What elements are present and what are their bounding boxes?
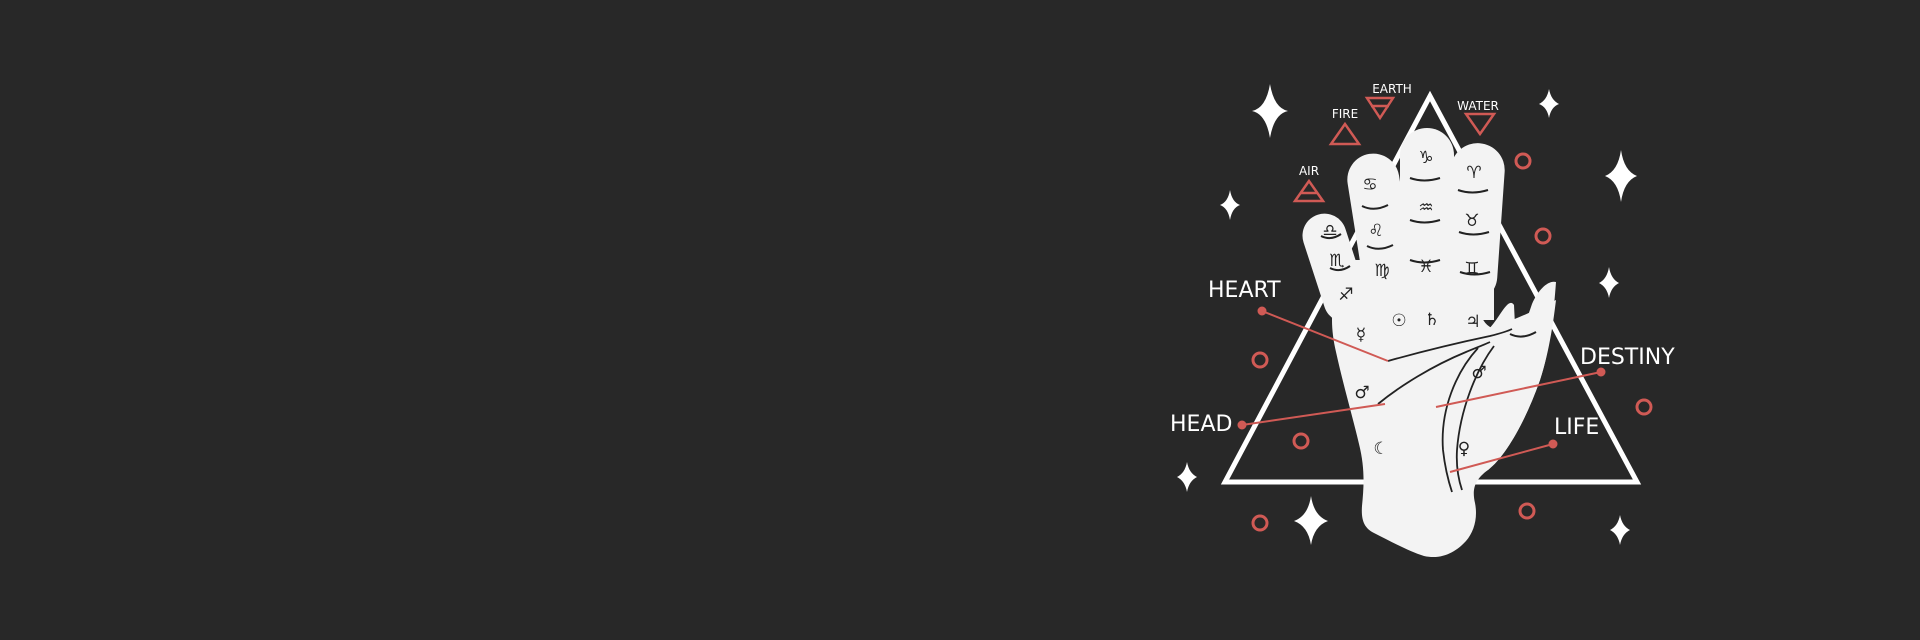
finger-creases: [1320, 177, 1537, 338]
life-line: [1441, 347, 1479, 493]
element-label-earth: EARTH: [1372, 82, 1412, 96]
line-label-heart: HEART: [1208, 278, 1281, 303]
zodiac-middle-1: ♑: [1418, 148, 1433, 168]
sparkle-icon: [1252, 84, 1288, 138]
element-label-fire: FIRE: [1332, 107, 1358, 121]
ring-icon: [1534, 227, 1552, 245]
palm-lines: [1377, 328, 1513, 493]
zodiac-little-2: ♏: [1329, 251, 1344, 271]
zodiac-ring-1: ♋: [1362, 175, 1377, 195]
zodiac-index-2: ♉: [1464, 211, 1479, 231]
ring-icon: [1518, 502, 1536, 520]
planet-mercury: ☿: [1356, 325, 1366, 345]
air-triangle-icon: [1292, 178, 1326, 203]
element-earth: EARTH: [1364, 82, 1412, 121]
finger-middle: [1400, 128, 1454, 298]
sparkle-icon: [1294, 496, 1328, 545]
element-label-air: AIR: [1299, 164, 1319, 178]
sparkle-icon: [1177, 462, 1197, 492]
rings: [1251, 152, 1653, 532]
ring-icon: [1635, 398, 1653, 416]
planet-saturn: ♄: [1424, 310, 1439, 330]
destiny-line: [1455, 345, 1495, 491]
line-label-head: HEAD: [1170, 412, 1232, 437]
zodiac-ring-2: ♌: [1368, 221, 1383, 241]
ring-icon: [1251, 514, 1269, 532]
ring-icon: [1514, 152, 1532, 170]
element-fire: FIRE: [1328, 107, 1362, 146]
zodiac-middle-2: ♒: [1418, 198, 1433, 218]
planet-moon: ☾: [1373, 439, 1388, 459]
sparkle-icon: [1599, 267, 1619, 298]
sparkle-icon: [1220, 190, 1240, 220]
zodiac-little-1: ♎: [1322, 221, 1337, 241]
heart-line: [1387, 328, 1513, 362]
element-air: AIR: [1292, 164, 1326, 203]
planet-jupiter: ♃: [1465, 312, 1480, 332]
head-line: [1377, 341, 1491, 405]
sparkles: [1177, 84, 1637, 545]
sparkle-icon: [1605, 150, 1637, 202]
water-triangle-icon: [1463, 112, 1497, 137]
palm-hand-icon: ♎ ♏ ♐ ♋ ♌ ♍ ♑ ♒ ♓ ♈ ♉ ♊ ☿ ☉ ♄ ♃ ♂ ♂ ☾ ♀: [1302, 128, 1556, 558]
zodiac-index-1: ♈: [1466, 163, 1481, 183]
leader-lines: [1237, 306, 1606, 473]
zodiac-index-3: ♊: [1464, 259, 1479, 279]
sparkle-icon: [1539, 89, 1559, 118]
planet-mars-1: ♂: [1354, 383, 1369, 403]
ring-icon: [1292, 432, 1310, 450]
earth-triangle-icon: [1364, 96, 1396, 121]
ring-icon: [1251, 351, 1269, 369]
zodiac-ring-3: ♍: [1374, 261, 1389, 281]
planet-mars-2: ♂: [1471, 363, 1486, 383]
element-label-water: WATER: [1457, 99, 1499, 113]
line-label-destiny: DESTINY: [1580, 345, 1675, 370]
element-water: WATER: [1457, 99, 1499, 137]
zodiac-middle-3: ♓: [1418, 257, 1433, 277]
line-label-life: LIFE: [1554, 415, 1599, 440]
palm-top: [1338, 260, 1494, 320]
fire-triangle-icon: [1328, 121, 1362, 146]
planet-sun: ☉: [1391, 311, 1406, 331]
sparkle-icon: [1610, 515, 1630, 545]
planet-venus: ♀: [1458, 439, 1470, 459]
zodiac-little-3: ♐: [1338, 285, 1353, 305]
